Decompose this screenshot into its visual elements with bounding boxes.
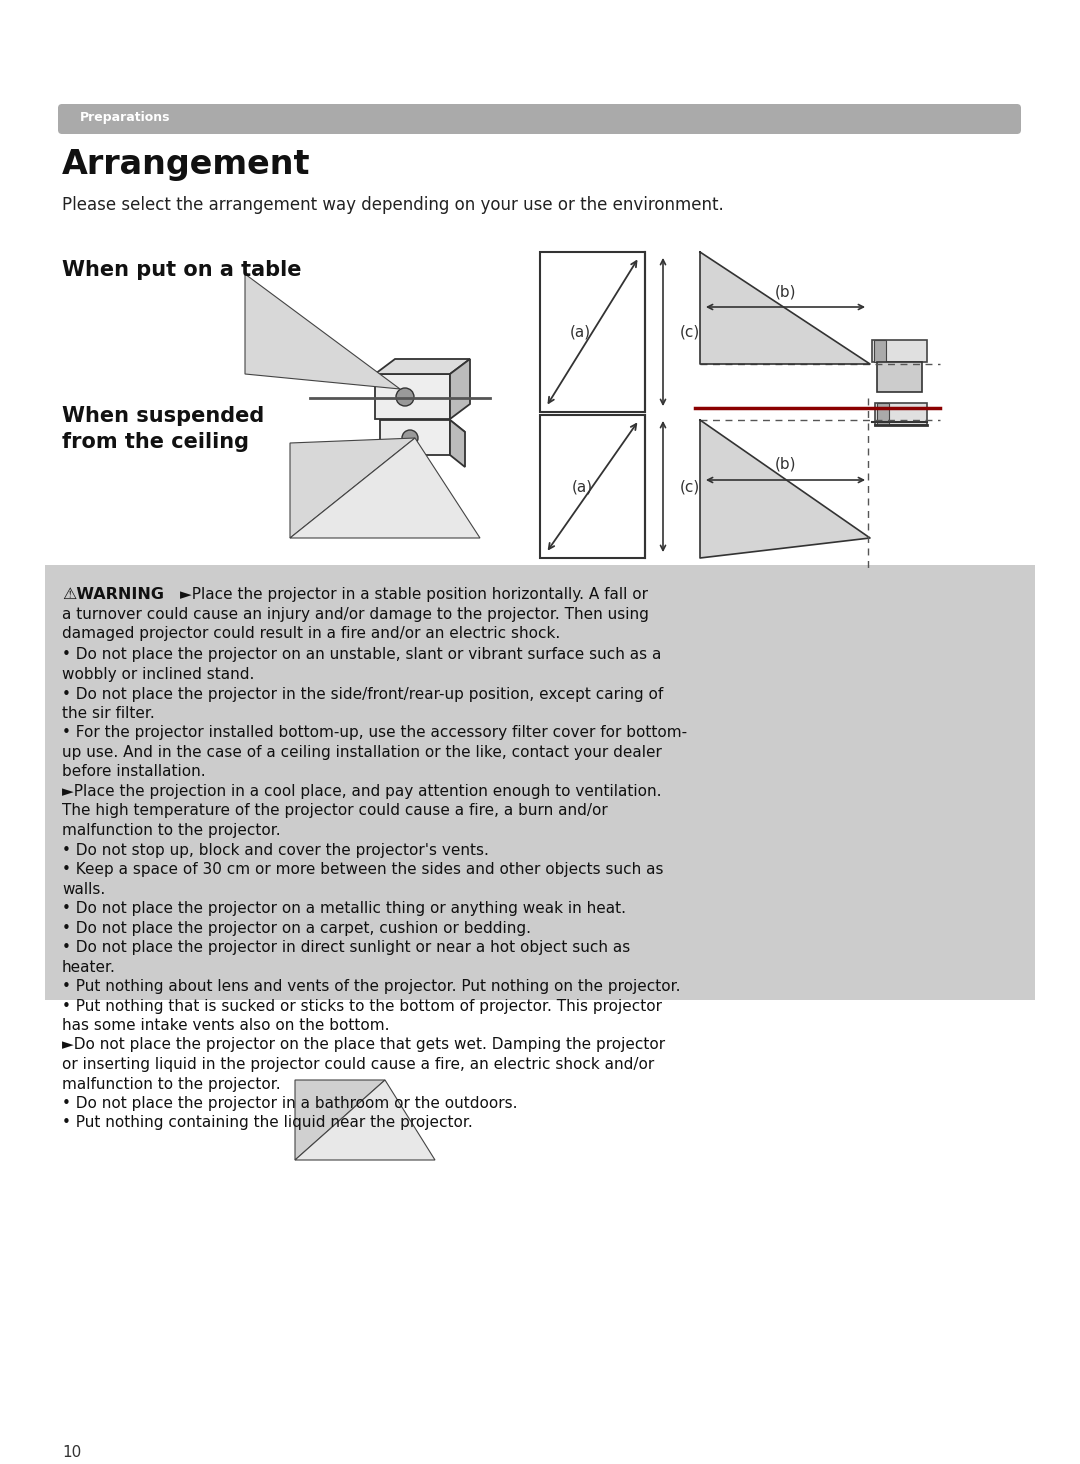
Bar (877, 362, 922, 392)
Text: • Do not place the projector in the side/front/rear-up position, except caring o: • Do not place the projector in the side… (62, 687, 663, 701)
Polygon shape (450, 359, 470, 419)
Bar (45, 565, 1035, 1000)
Bar (875, 403, 927, 425)
Text: (c): (c) (680, 479, 700, 493)
Polygon shape (295, 1080, 435, 1159)
FancyBboxPatch shape (58, 104, 1021, 135)
Polygon shape (291, 438, 415, 537)
Text: Please select the arrangement way depending on your use or the environment.: Please select the arrangement way depend… (62, 196, 724, 214)
Polygon shape (245, 274, 400, 389)
Bar (872, 340, 927, 362)
Text: (c): (c) (680, 325, 700, 340)
Text: • Do not place the projector on an unstable, slant or vibrant surface such as a: • Do not place the projector on an unsta… (62, 647, 661, 663)
Text: When put on a table: When put on a table (62, 261, 301, 280)
Bar (877, 403, 889, 425)
Text: • Do not stop up, block and cover the projector's vents.: • Do not stop up, block and cover the pr… (62, 842, 489, 858)
Text: • Put nothing that is sucked or sticks to the bottom of projector. This projecto: • Put nothing that is sucked or sticks t… (62, 998, 662, 1013)
Text: damaged projector could result in a fire and/or an electric shock.: damaged projector could result in a fire… (62, 627, 561, 641)
Text: malfunction to the projector.: malfunction to the projector. (62, 823, 281, 837)
Circle shape (402, 430, 418, 447)
Text: before installation.: before installation. (62, 764, 205, 779)
Text: Arrangement: Arrangement (62, 148, 311, 182)
Text: malfunction to the projector.: malfunction to the projector. (62, 1076, 281, 1092)
Polygon shape (700, 420, 870, 558)
Text: • For the projector installed bottom-up, use the accessory filter cover for bott: • For the projector installed bottom-up,… (62, 726, 687, 741)
Polygon shape (295, 1080, 384, 1159)
Bar (540, 252, 645, 411)
Text: Preparations: Preparations (80, 111, 171, 124)
Circle shape (396, 388, 414, 406)
Text: When suspended: When suspended (62, 406, 265, 426)
Text: • Put nothing containing the liquid near the projector.: • Put nothing containing the liquid near… (62, 1116, 473, 1130)
Text: (a): (a) (570, 325, 591, 340)
Text: The high temperature of the projector could cause a fire, a burn and/or: The high temperature of the projector co… (62, 804, 608, 818)
Text: walls.: walls. (62, 881, 105, 896)
Text: • Do not place the projector in direct sunlight or near a hot object such as: • Do not place the projector in direct s… (62, 940, 631, 955)
Text: heater.: heater. (62, 959, 116, 975)
Text: • Keep a space of 30 cm or more between the sides and other objects such as: • Keep a space of 30 cm or more between … (62, 862, 663, 877)
Polygon shape (375, 373, 450, 419)
Text: ►Place the projection in a cool place, and pay attention enough to ventilation.: ►Place the projection in a cool place, a… (62, 785, 661, 799)
Text: 10: 10 (62, 1445, 81, 1460)
Text: wobbly or inclined stand.: wobbly or inclined stand. (62, 668, 255, 682)
Text: the sir filter.: the sir filter. (62, 706, 154, 720)
Polygon shape (380, 420, 450, 455)
Text: (b): (b) (774, 284, 796, 300)
Text: up use. And in the case of a ceiling installation or the like, contact your deal: up use. And in the case of a ceiling ins… (62, 745, 662, 760)
Text: or inserting liquid in the projector could cause a fire, an electric shock and/o: or inserting liquid in the projector cou… (62, 1057, 654, 1072)
Text: a turnover could cause an injury and/or damage to the projector. Then using: a turnover could cause an injury and/or … (62, 606, 649, 622)
Text: • Do not place the projector on a metallic thing or anything weak in heat.: • Do not place the projector on a metall… (62, 900, 626, 916)
Polygon shape (700, 252, 870, 365)
Text: • Do not place the projector in a bathroom or the outdoors.: • Do not place the projector in a bathro… (62, 1097, 517, 1111)
Polygon shape (375, 359, 470, 373)
Bar (874, 340, 886, 362)
Polygon shape (380, 420, 465, 432)
Polygon shape (291, 438, 480, 537)
Bar (540, 414, 645, 558)
Text: (a): (a) (572, 479, 593, 493)
Text: • Put nothing about lens and vents of the projector. Put nothing on the projecto: • Put nothing about lens and vents of th… (62, 979, 680, 994)
Text: ►Place the projector in a stable position horizontally. A fall or: ►Place the projector in a stable positio… (180, 587, 648, 602)
Polygon shape (450, 420, 465, 467)
Text: • Do not place the projector on a carpet, cushion or bedding.: • Do not place the projector on a carpet… (62, 921, 531, 935)
Text: from the ceiling: from the ceiling (62, 432, 249, 452)
Text: (b): (b) (774, 457, 796, 471)
Text: ►Do not place the projector on the place that gets wet. Damping the projector: ►Do not place the projector on the place… (62, 1038, 665, 1053)
Text: has some intake vents also on the bottom.: has some intake vents also on the bottom… (62, 1017, 390, 1034)
Text: ⚠WARNING: ⚠WARNING (62, 587, 164, 602)
